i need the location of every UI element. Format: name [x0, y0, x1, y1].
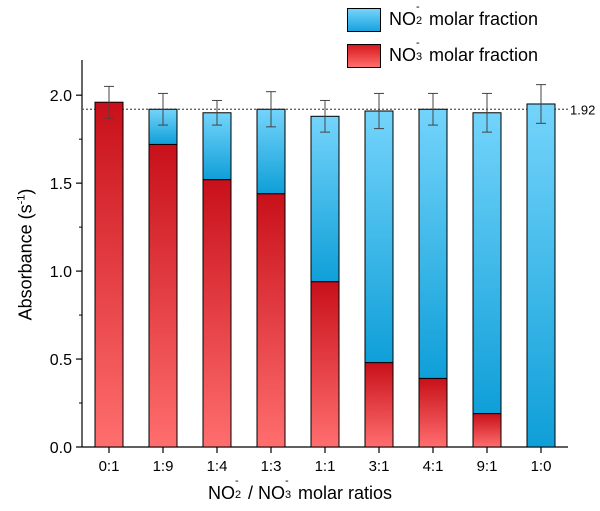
legend-label-no2-suffix: molar fraction [424, 9, 539, 29]
x-tick-label: 1:9 [153, 458, 174, 475]
y-tick-label: 1.5 [50, 176, 72, 193]
x-tick-label: 9:1 [477, 458, 498, 475]
bar-no3-0:1 [94, 101, 124, 448]
bar-no2-4:1 [418, 108, 448, 379]
x-tick-label: 3:1 [369, 458, 390, 475]
y-tick-label: 0.0 [50, 440, 72, 457]
bar-no3-4:1 [418, 377, 448, 448]
y-tick-label: 1.0 [50, 264, 72, 281]
bar-no2-1:1 [310, 115, 340, 283]
legend-label-no3-suffix: molar fraction [424, 45, 539, 65]
bar-no3-1:4 [202, 179, 232, 448]
y-axis-label: Absorbance (s-1) [15, 188, 36, 321]
x-tick-label: 1:1 [315, 458, 336, 475]
legend-swatch-no2 [347, 8, 381, 32]
bar-no3-9:1 [472, 413, 502, 448]
x-tick-label: 4:1 [423, 458, 444, 475]
x-tick-label: 1:0 [531, 458, 552, 475]
bar-no3-1:9 [148, 143, 178, 448]
bar-no3-1:1 [310, 281, 340, 448]
x-axis-label: NO -2 / NO -3 molar ratios [207, 475, 393, 503]
plot-area: 0.0 0.5 1.0 1.5 2.0 1.92 0:1 1:9 1:4 1:3 1:1 3:1 4:1… [50, 60, 595, 475]
legend-label-no2-base: NO [389, 9, 416, 29]
y-tick-label: 2.0 [50, 88, 72, 105]
bar-no3-3:1 [364, 362, 394, 448]
bar-no2-3:1 [364, 110, 394, 364]
bar-no3-1:3 [256, 193, 286, 448]
x-tick-label: 0:1 [99, 458, 120, 475]
x-tick-label: 1:3 [261, 458, 282, 475]
bar-no2-1:0 [526, 103, 556, 448]
legend-label-no3-base: NO [389, 45, 416, 65]
x-tick-label: 1:4 [207, 458, 228, 475]
bar-no2-9:1 [472, 112, 502, 415]
y-tick-label: 0.5 [50, 352, 72, 369]
legend-swatch-no3 [347, 44, 381, 68]
reference-line-label: 1.92 [570, 102, 595, 117]
